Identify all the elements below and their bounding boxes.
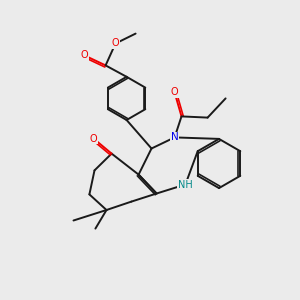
Text: N: N	[171, 132, 178, 142]
Text: O: O	[112, 38, 119, 49]
Text: O: O	[90, 134, 98, 144]
Text: O: O	[81, 50, 88, 61]
Text: O: O	[171, 87, 178, 98]
Text: NH: NH	[178, 179, 193, 190]
